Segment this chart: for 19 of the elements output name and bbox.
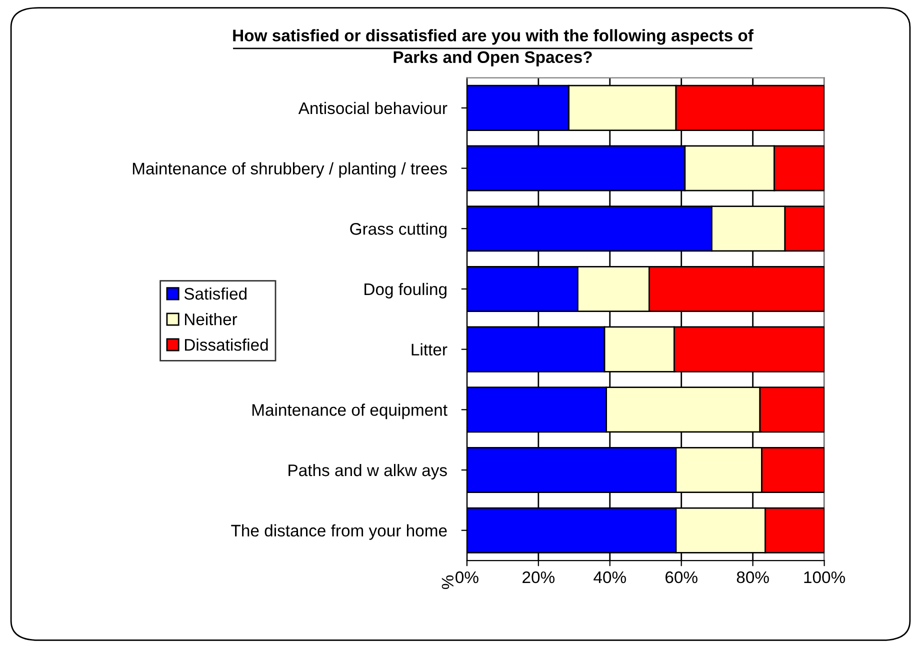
- x-tick-label: 100%: [804, 571, 846, 584]
- y-tick-label: Litter: [412, 343, 448, 356]
- x-tick-label: 20%: [522, 571, 555, 584]
- x-tick-label: 40%: [594, 571, 626, 584]
- legend-label: Dissatisfied: [185, 338, 268, 351]
- legend-label: Satisfied: [184, 287, 246, 300]
- y-tick-label: The distance from your home: [231, 524, 447, 540]
- legend-label: Neither: [185, 312, 238, 326]
- y-tick-label: Maintenance of equipment: [252, 404, 448, 420]
- y-tick-label: Grass cutting: [350, 222, 446, 238]
- chart-title: How satisfied or dissatisfied are you with the following aspects of Parks and Open Spaces?: [233, 29, 754, 66]
- x-tick-label: 80%: [736, 571, 769, 584]
- x-tick-label: 60%: [666, 571, 698, 584]
- y-tick-label: Antisocial behaviour: [298, 102, 448, 114]
- y-tick-label: Maintenance of shrubbery / planting / trees: [132, 162, 447, 178]
- y-tick-label: Paths and w alkw ays: [288, 464, 447, 480]
- y-axis-title: %: [442, 575, 454, 590]
- x-tick-label: 0%: [456, 571, 478, 584]
- y-tick-label: Dog fouling: [364, 282, 446, 298]
